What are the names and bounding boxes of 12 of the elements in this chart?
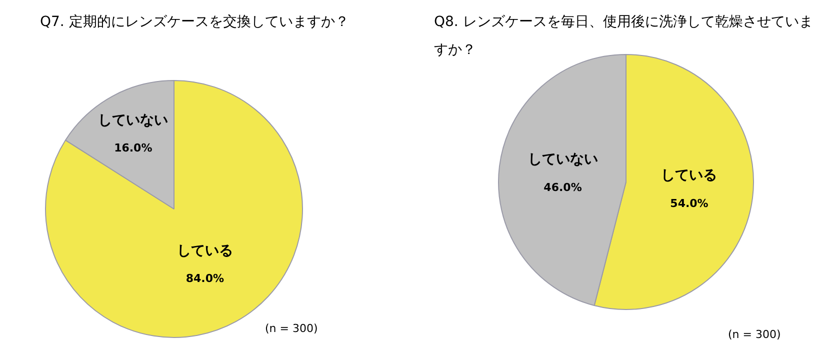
data-label: 46.0%: [544, 180, 582, 194]
slice-label: していない: [528, 152, 598, 168]
text: (n = 300): [728, 328, 781, 341]
slice-label: している: [176, 242, 233, 259]
chart-title: Q8. レンズケースを毎日、使用後に洗浄して乾燥させていますか？: [434, 13, 814, 60]
data-label: 16.0%: [114, 142, 152, 155]
slice-label: している: [661, 168, 718, 184]
chart-title: Q7. 定期的にレンズケースを交換していますか？: [40, 13, 350, 32]
slice-label: していない: [98, 112, 168, 128]
data-label: 54.0%: [670, 196, 708, 210]
data-label: 84.0%: [186, 272, 224, 286]
text: (n = 300): [265, 322, 318, 335]
